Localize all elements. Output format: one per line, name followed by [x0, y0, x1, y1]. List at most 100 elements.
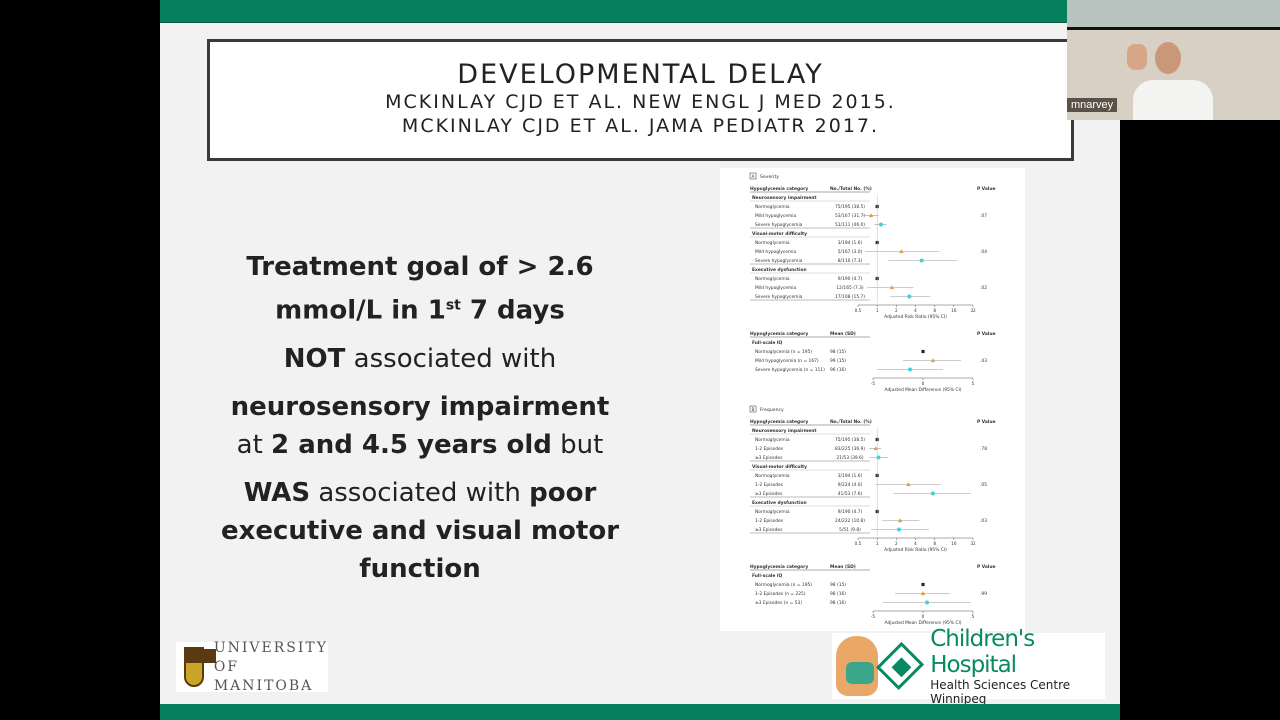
svg-text:Severe hypoglycemia: Severe hypoglycemia: [755, 294, 803, 300]
svg-text:8: 8: [933, 541, 936, 546]
svg-text:96 (16): 96 (16): [830, 367, 846, 373]
svg-text:98 (15): 98 (15): [830, 582, 846, 588]
svg-text:1-2 Episodes: 1-2 Episodes: [755, 482, 784, 488]
svg-text:Normoglycemia: Normoglycemia: [755, 204, 790, 210]
svg-text:5/167 (3.0): 5/167 (3.0): [838, 249, 863, 255]
body-line: Treatment goal of > 2.6: [246, 252, 594, 282]
svg-text:3/194 (1.6): 3/194 (1.6): [838, 473, 863, 479]
svg-text:8: 8: [933, 308, 936, 313]
svg-text:9/190 (4.7): 9/190 (4.7): [838, 509, 863, 515]
body-paragraph-2: NOT associated with: [200, 340, 640, 378]
body-paragraph-1: Treatment goal of > 2.6 mmol/L in 1st 7 …: [200, 248, 640, 330]
svg-text:Mean (SD): Mean (SD): [830, 331, 856, 337]
svg-text:Severity: Severity: [760, 174, 779, 180]
svg-text:.07: .07: [980, 213, 987, 219]
svg-text:21/53 (39.6): 21/53 (39.6): [836, 455, 864, 461]
svg-text:Severe hypoglycemia: Severe hypoglycemia: [755, 222, 803, 228]
svg-text:32: 32: [970, 541, 976, 546]
svg-text:.03: .03: [980, 518, 987, 524]
svg-text:-5: -5: [871, 381, 876, 386]
svg-text:≥3 Episodes: ≥3 Episodes: [755, 455, 783, 461]
body-line: mmol/L in 1: [275, 295, 446, 326]
svg-text:8/110 (7.3): 8/110 (7.3): [838, 258, 863, 264]
svg-text:9/190 (4.7): 9/190 (4.7): [838, 276, 863, 282]
svg-text:2: 2: [895, 541, 898, 546]
svg-text:Mean (SD): Mean (SD): [830, 564, 856, 570]
svg-text:0: 0: [922, 614, 925, 619]
svg-text:Mild hypoglycemia: Mild hypoglycemia: [755, 213, 796, 219]
body-text: at: [236, 429, 272, 460]
svg-text:1-2 Episodes (n = 225): 1-2 Episodes (n = 225): [755, 591, 806, 597]
svg-text:75/195 (38.5): 75/195 (38.5): [835, 204, 865, 210]
svg-text:Mild hypoglycemia (n = 167): Mild hypoglycemia (n = 167): [755, 358, 819, 364]
svg-text:5/51 (9.8): 5/51 (9.8): [839, 527, 861, 533]
svg-text:P Value: P Value: [977, 331, 995, 337]
superscript: st: [445, 297, 461, 313]
svg-text:98 (15): 98 (15): [830, 349, 846, 355]
svg-text:Severe hypoglycemia (n = 111): Severe hypoglycemia (n = 111): [755, 367, 825, 373]
svg-text:1-2 Episodes: 1-2 Episodes: [755, 518, 784, 524]
svg-text:No./Total No. (%): No./Total No. (%): [830, 419, 872, 425]
svg-text:≥3 Episodes: ≥3 Episodes: [755, 491, 783, 497]
svg-text:Executive dysfunction: Executive dysfunction: [752, 500, 807, 506]
slide-title-box: DEVELOPMENTAL DELAY MCKINLAY CJD ET AL. …: [207, 39, 1074, 161]
presentation-slide: DEVELOPMENTAL DELAY MCKINLAY CJD ET AL. …: [160, 0, 1120, 720]
svg-text:17/108 (15.7): 17/108 (15.7): [835, 294, 865, 300]
svg-text:-5: -5: [871, 614, 876, 619]
svg-text:Hypoglycemia category: Hypoglycemia category: [750, 564, 808, 570]
svg-text:51/111 (46.0): 51/111 (46.0): [835, 222, 865, 228]
svg-text:Frequency: Frequency: [760, 407, 784, 413]
svg-text:≥3 Episodes: ≥3 Episodes: [755, 527, 783, 533]
svg-text:2: 2: [895, 308, 898, 313]
svg-text:1: 1: [876, 308, 879, 313]
svg-text:B: B: [752, 407, 755, 412]
participant-head: [1155, 42, 1181, 74]
svg-text:98 (16): 98 (16): [830, 600, 846, 606]
svg-text:Hypoglycemia category: Hypoglycemia category: [750, 419, 808, 425]
body-emphasis: neurosensory impairment: [230, 391, 610, 422]
body-emphasis: WAS: [243, 477, 311, 508]
svg-text:Adjusted Risk Ratio (95% CI): Adjusted Risk Ratio (95% CI): [884, 314, 947, 320]
slide-top-bar: [160, 0, 1120, 23]
svg-text:Neurosensory impairment: Neurosensory impairment: [752, 428, 817, 434]
svg-text:9/224 (4.0): 9/224 (4.0): [838, 482, 863, 488]
svg-text:Normoglycemia: Normoglycemia: [755, 473, 790, 479]
teddy-bear-icon: [836, 636, 878, 696]
logo-text: Children's Hospital: [930, 626, 1035, 678]
body-paragraph-4: WAS associated with poor executive and v…: [200, 474, 640, 588]
svg-text:99 (15): 99 (15): [830, 358, 846, 364]
svg-text:.04: .04: [980, 249, 987, 255]
svg-text:Normoglycemia: Normoglycemia: [755, 276, 790, 282]
svg-text:12/165 (7.3): 12/165 (7.3): [836, 285, 864, 291]
svg-text:16: 16: [951, 308, 957, 313]
svg-text:16: 16: [951, 541, 957, 546]
childrens-hospital-logo: Children's Hospital Health Sciences Cent…: [832, 626, 1105, 706]
svg-text:.02: .02: [980, 285, 987, 291]
svg-text:Full-scale IQ: Full-scale IQ: [752, 340, 783, 346]
svg-text:Severe hypoglycemia: Severe hypoglycemia: [755, 258, 803, 264]
logo-text: Health Sciences Centre Winnipeg: [930, 678, 1071, 706]
svg-text:Hypoglycemia category: Hypoglycemia category: [750, 331, 808, 337]
participant-body: [1133, 80, 1213, 120]
body-emphasis: NOT: [283, 343, 346, 374]
svg-text:.99: .99: [980, 591, 987, 597]
webcam-video-tile[interactable]: mnarvey: [1067, 0, 1280, 120]
university-of-manitoba-logo: UNIVERSITY OF MANITOBA: [176, 640, 328, 694]
slide-reference-2: MCKINLAY CJD ET AL. JAMA PEDIATR 2017.: [401, 115, 880, 137]
body-text: but: [551, 429, 604, 460]
svg-text:4: 4: [914, 308, 917, 313]
body-text: associated with: [310, 477, 530, 508]
svg-text:.05: .05: [980, 482, 987, 488]
slide-bottom-bar: [160, 704, 1120, 720]
body-paragraph-3: neurosensory impairment at 2 and 4.5 yea…: [200, 388, 640, 464]
svg-text:3/194 (1.6): 3/194 (1.6): [838, 240, 863, 246]
svg-text:Adjusted Mean Difference (95%: Adjusted Mean Difference (95% CI): [885, 620, 962, 626]
webcam-divider: [1067, 27, 1280, 30]
svg-text:5: 5: [972, 614, 975, 619]
svg-text:24/222 (10.8): 24/222 (10.8): [835, 518, 865, 524]
svg-text:Normoglycemia: Normoglycemia: [755, 240, 790, 246]
svg-text:98 (16): 98 (16): [830, 591, 846, 597]
svg-text:.78: .78: [980, 446, 987, 452]
body-emphasis: poor: [529, 477, 597, 508]
svg-text:41/53 (7.6): 41/53 (7.6): [838, 491, 863, 497]
